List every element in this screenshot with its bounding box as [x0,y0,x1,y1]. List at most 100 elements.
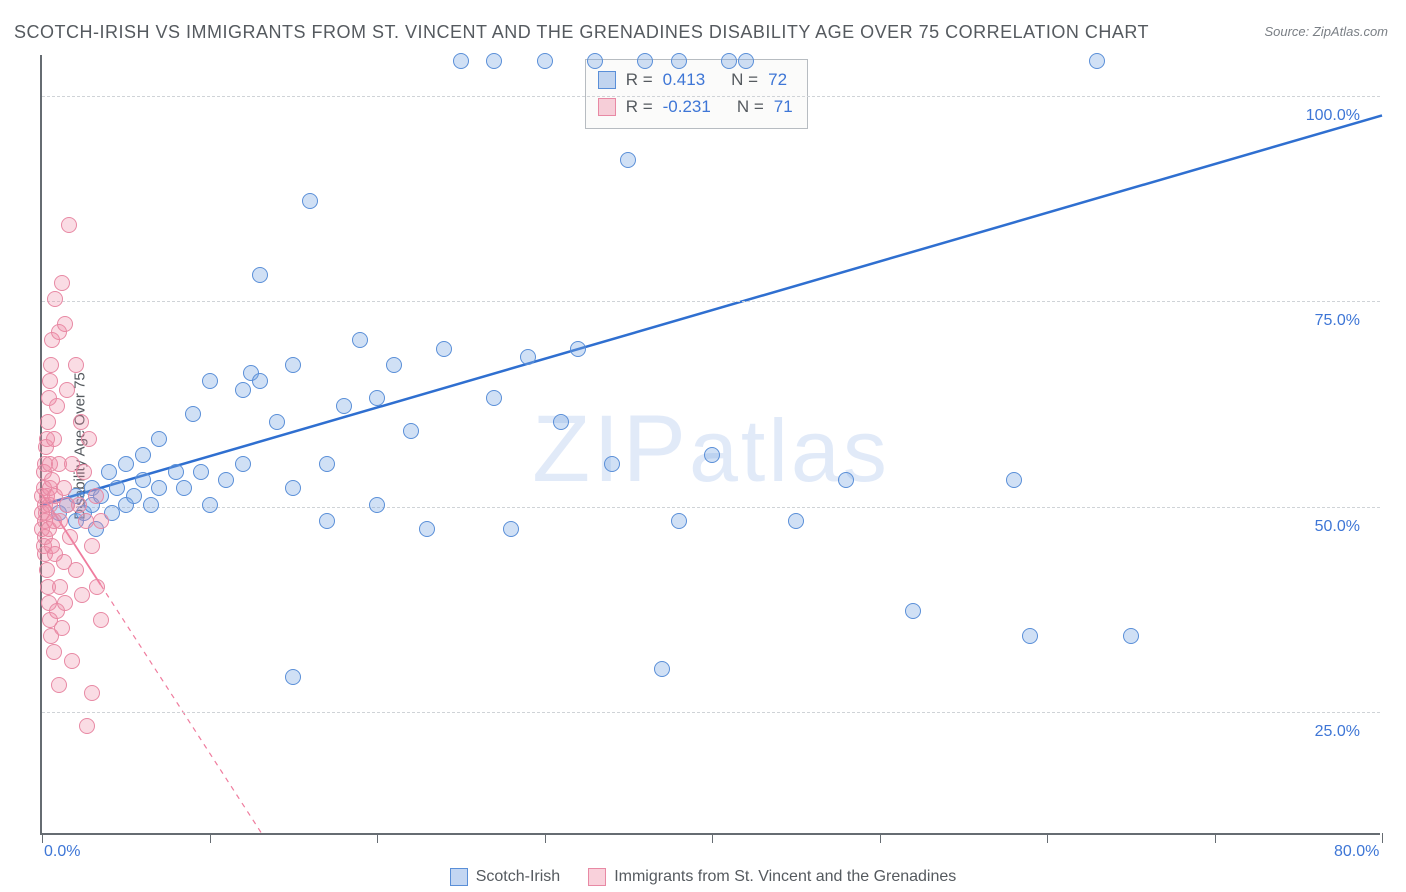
data-point [193,464,209,480]
data-point [40,414,56,430]
data-point [57,316,73,332]
data-point [54,275,70,291]
data-point [93,513,109,529]
data-point [84,685,100,701]
data-point [537,53,553,69]
data-point [151,431,167,447]
r-value: -0.231 [663,93,711,120]
data-point [369,390,385,406]
regression-lines-layer [42,55,1380,833]
data-point [486,53,502,69]
data-point [42,373,58,389]
regression-line-pink-dashed [101,585,263,835]
data-point [101,464,117,480]
data-point [788,513,804,529]
data-point [49,398,65,414]
data-point [671,513,687,529]
data-point [1123,628,1139,644]
data-point [46,431,62,447]
data-point [1089,53,1105,69]
data-point [838,472,854,488]
data-point [386,357,402,373]
data-point [436,341,452,357]
data-point [46,644,62,660]
data-point [84,538,100,554]
data-point [47,291,63,307]
x-tick [1047,833,1048,843]
data-point [39,562,55,578]
data-point [319,456,335,472]
x-tick [1215,833,1216,843]
data-point [143,497,159,513]
grid-line-horizontal [42,96,1380,97]
r-value: 0.413 [663,66,706,93]
n-label: N = [737,93,764,120]
x-tick [42,833,43,843]
correlation-row: R =-0.231N =71 [598,93,793,120]
n-value: 71 [774,93,793,120]
data-point [604,456,620,472]
y-tick-label: 75.0% [1315,312,1360,330]
y-tick-label: 50.0% [1315,518,1360,536]
data-point [202,497,218,513]
data-point [319,513,335,529]
data-point [302,193,318,209]
data-point [74,587,90,603]
legend-item: Scotch-Irish [450,868,560,886]
data-point [1006,472,1022,488]
legend-item: Immigrants from St. Vincent and the Gren… [588,868,956,886]
x-tick-label: 0.0% [44,843,80,861]
data-point [285,480,301,496]
n-label: N = [731,66,758,93]
data-point [620,152,636,168]
data-point [79,718,95,734]
data-point [81,431,97,447]
data-point [252,267,268,283]
data-point [61,217,77,233]
grid-line-horizontal [42,301,1380,302]
data-point [486,390,502,406]
data-point [202,373,218,389]
legend-bottom: Scotch-Irish Immigrants from St. Vincent … [0,868,1406,886]
data-point [93,612,109,628]
data-point [336,398,352,414]
data-point [269,414,285,430]
chart-title: SCOTCH-IRISH VS IMMIGRANTS FROM ST. VINC… [14,22,1149,43]
data-point [56,480,72,496]
data-point [64,653,80,669]
x-tick [545,833,546,843]
data-point [59,382,75,398]
data-point [369,497,385,513]
data-point [89,579,105,595]
data-point [176,480,192,496]
data-point [135,472,151,488]
data-point [151,480,167,496]
data-point [43,357,59,373]
data-point [352,332,368,348]
grid-line-horizontal [42,712,1380,713]
r-label: R = [626,66,653,93]
data-point [738,53,754,69]
data-point [218,472,234,488]
legend-swatch-icon [588,868,606,886]
n-value: 72 [768,66,787,93]
data-point [654,661,670,677]
data-point [126,488,142,504]
data-point [285,669,301,685]
data-point [403,423,419,439]
data-point [704,447,720,463]
data-point [168,464,184,480]
data-point [235,456,251,472]
data-point [88,488,104,504]
correlation-row: R = 0.413 N = 72 [598,66,793,93]
data-point [235,382,251,398]
data-point [570,341,586,357]
data-point [587,53,603,69]
data-point [52,513,68,529]
legend-swatch-icon [450,868,468,886]
data-point [76,464,92,480]
data-point [118,456,134,472]
grid-line-horizontal [42,507,1380,508]
data-point [520,349,536,365]
data-point [73,414,89,430]
